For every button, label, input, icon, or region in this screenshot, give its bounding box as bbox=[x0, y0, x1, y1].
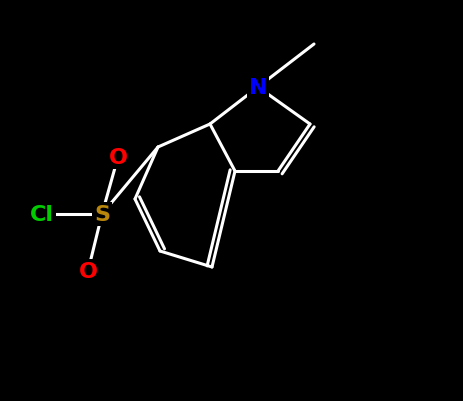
Text: Cl: Cl bbox=[30, 205, 54, 225]
Text: O: O bbox=[79, 261, 98, 281]
Text: S: S bbox=[94, 205, 110, 225]
Text: N: N bbox=[249, 78, 267, 98]
Text: O: O bbox=[108, 148, 127, 168]
